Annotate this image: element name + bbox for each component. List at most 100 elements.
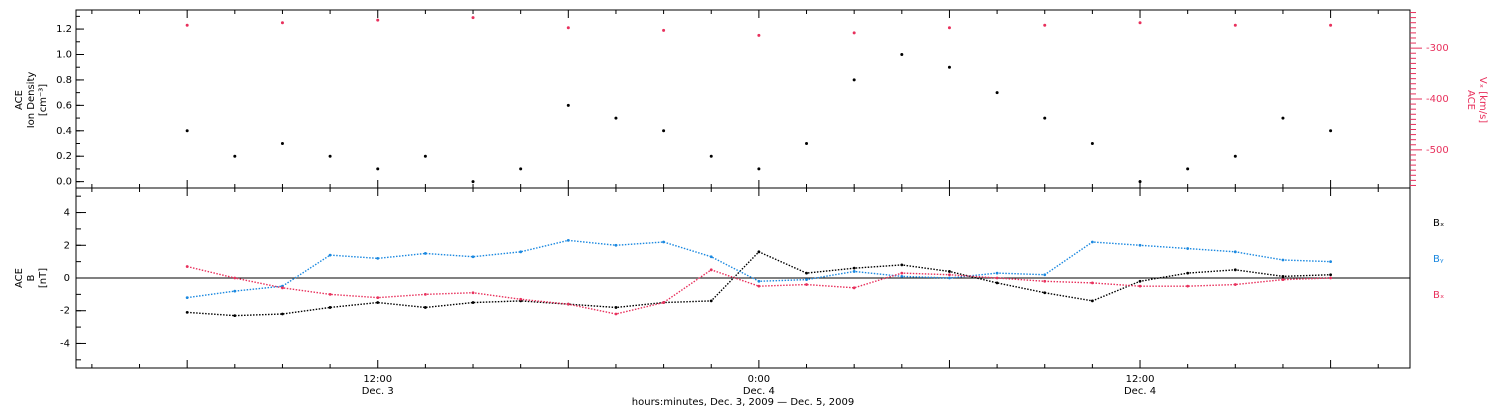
field-point bbox=[757, 250, 761, 254]
legend-bx: Bₓ bbox=[1433, 218, 1444, 229]
time-tick-label: 12:00 bbox=[1126, 374, 1155, 385]
density-point bbox=[947, 65, 951, 69]
field-point bbox=[185, 265, 189, 268]
time-tick-label: 0:00 bbox=[748, 374, 770, 385]
density-tick-label: 0.4 bbox=[56, 126, 72, 137]
velocity-point bbox=[1138, 21, 1142, 25]
density-point bbox=[423, 154, 427, 158]
density-axis-label-3: [cm⁻³] bbox=[38, 84, 49, 116]
density-point bbox=[1186, 167, 1190, 171]
field-point bbox=[900, 271, 904, 275]
field-point bbox=[1329, 276, 1332, 280]
time-tick-label: 12:00 bbox=[363, 374, 392, 385]
field-point bbox=[1043, 291, 1047, 295]
field-point bbox=[1043, 279, 1047, 283]
field-series-line-0 bbox=[187, 250, 1331, 317]
time-axis-title: hours:minutes, Dec. 3, 2009 — Dec. 5, 20… bbox=[632, 397, 854, 408]
field-point bbox=[709, 299, 713, 303]
density-panel: 0.0 0.2 0.4 0.6 0.8 1.0 1.2 -300 -400 -500 ACE I… bbox=[14, 9, 1488, 189]
density-point bbox=[1329, 129, 1333, 133]
density-tick-label: 1.2 bbox=[56, 24, 72, 35]
field-point bbox=[185, 310, 189, 314]
density-point bbox=[900, 53, 904, 56]
field-point bbox=[1186, 271, 1190, 275]
field-point bbox=[900, 263, 904, 267]
field-point bbox=[948, 276, 951, 280]
field-point bbox=[757, 284, 761, 288]
field-point bbox=[328, 306, 332, 309]
field-point bbox=[900, 274, 904, 278]
density-point bbox=[376, 167, 380, 171]
density-point bbox=[566, 103, 570, 107]
field-point bbox=[1329, 273, 1332, 277]
legend-by: Bᵧ bbox=[1433, 254, 1444, 265]
field-series-line-1 bbox=[187, 239, 1331, 299]
field-tick-label: -4 bbox=[60, 338, 70, 349]
field-point bbox=[1233, 250, 1237, 254]
field-point bbox=[1138, 243, 1142, 247]
field-tick-label: 0 bbox=[64, 273, 70, 284]
field-point bbox=[376, 256, 380, 260]
velocity-point bbox=[280, 21, 284, 25]
field-point bbox=[281, 286, 284, 290]
velocity-axis-label-1: ACE bbox=[1465, 90, 1476, 110]
velocity-axis-label-2: Vₓ [km/s] bbox=[1477, 77, 1488, 123]
field-point bbox=[233, 276, 237, 280]
field-point bbox=[948, 273, 951, 277]
time-tick-date: Dec. 3 bbox=[362, 386, 394, 397]
density-tick-label: 0.6 bbox=[56, 100, 72, 111]
density-point bbox=[1233, 154, 1237, 158]
field-point bbox=[1138, 284, 1142, 288]
field-series bbox=[185, 238, 1332, 318]
field-point bbox=[1281, 258, 1285, 262]
field-point bbox=[662, 240, 665, 244]
field-point bbox=[995, 271, 999, 275]
density-tick-label: 0.8 bbox=[56, 75, 72, 86]
field-point bbox=[1186, 247, 1190, 250]
field-point bbox=[281, 312, 284, 316]
field-tick-label: -2 bbox=[60, 306, 70, 317]
field-point bbox=[805, 271, 808, 275]
field-point bbox=[757, 279, 761, 283]
velocity-point bbox=[185, 23, 189, 27]
field-point bbox=[1090, 299, 1094, 303]
density-point bbox=[233, 154, 237, 158]
field-point bbox=[1186, 284, 1190, 288]
field-point bbox=[566, 302, 570, 306]
field-point bbox=[852, 270, 856, 273]
density-point bbox=[662, 129, 666, 133]
field-point bbox=[519, 297, 523, 301]
field-point bbox=[328, 292, 332, 296]
density-point bbox=[185, 129, 189, 133]
field-point bbox=[233, 289, 237, 293]
density-point bbox=[852, 78, 856, 82]
field-point bbox=[852, 286, 856, 290]
density-tick-label: 1.0 bbox=[56, 50, 72, 61]
density-point bbox=[1281, 116, 1285, 120]
velocity-point bbox=[852, 31, 856, 35]
density-point bbox=[709, 154, 713, 158]
field-tick-label: 2 bbox=[64, 240, 70, 251]
field-point bbox=[614, 243, 618, 247]
field-point bbox=[519, 250, 523, 254]
density-point bbox=[805, 142, 809, 145]
velocity-point bbox=[376, 18, 380, 22]
field-point bbox=[1281, 278, 1285, 282]
time-tick-date: Dec. 4 bbox=[1124, 386, 1156, 397]
field-point bbox=[471, 301, 475, 304]
field-point bbox=[1043, 273, 1047, 277]
velocity-point bbox=[1233, 23, 1237, 27]
field-axis-label-3: [nT] bbox=[38, 268, 49, 288]
field-point bbox=[709, 255, 713, 259]
field-series-line-2 bbox=[187, 265, 1331, 315]
density-point bbox=[995, 91, 999, 95]
velocity-point bbox=[566, 26, 570, 30]
density-point bbox=[757, 167, 761, 171]
density-tick-label: 0.2 bbox=[56, 151, 72, 162]
velocity-point bbox=[471, 16, 475, 20]
field-point bbox=[566, 238, 570, 242]
density-axis: 0.0 0.2 0.4 0.6 0.8 1.0 1.2 bbox=[56, 15, 84, 188]
field-point bbox=[1138, 279, 1142, 283]
velocity-point bbox=[947, 26, 951, 30]
